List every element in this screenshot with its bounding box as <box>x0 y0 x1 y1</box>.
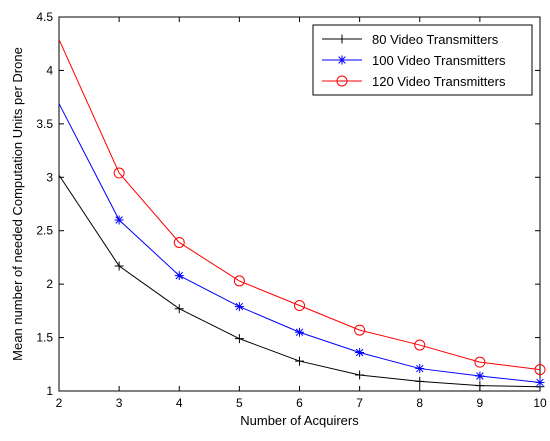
data-point <box>475 371 485 381</box>
y-tick-label: 3 <box>46 170 53 184</box>
data-point <box>355 370 365 380</box>
x-tick-label: 7 <box>356 396 363 410</box>
legend-marker <box>337 34 347 44</box>
series-line <box>58 39 541 371</box>
data-point <box>415 376 425 386</box>
x-tick-label: 6 <box>296 396 303 410</box>
y-tick-label: 4.5 <box>36 10 53 24</box>
x-axis-label: Number of Acquirers <box>240 413 359 428</box>
data-point <box>295 356 304 366</box>
x-tick-label: 3 <box>116 396 123 410</box>
x-tick-label: 2 <box>56 396 63 410</box>
series-2 <box>58 103 545 387</box>
data-point <box>174 271 184 281</box>
series-1 <box>58 174 545 392</box>
legend: 80 Video Transmitters 100 Video Transmitt… <box>312 24 533 96</box>
x-tick-label: 4 <box>176 396 183 410</box>
x-tick-label: 9 <box>477 396 484 410</box>
axis-ticks: 2 3 4 5 6 7 8 9 10 1 1.5 2 2.5 3 3.5 4 4.5 <box>36 10 547 410</box>
legend-item: 120 Video Transmitters <box>322 74 506 89</box>
series-3 <box>58 39 546 376</box>
data-point <box>113 167 125 179</box>
data-point <box>474 356 486 368</box>
legend-label: 80 Video Transmitters <box>372 32 499 47</box>
data-point <box>414 339 426 351</box>
data-point <box>475 381 485 391</box>
x-tick-label: 10 <box>533 396 547 410</box>
data-point <box>535 377 545 387</box>
y-tick-label: 1.5 <box>36 331 53 345</box>
legend-marker <box>337 55 347 65</box>
legend-item: 80 Video Transmitters <box>322 32 499 47</box>
data-point <box>534 364 546 376</box>
data-point <box>415 364 425 374</box>
y-tick-label: 3.5 <box>36 117 53 131</box>
data-point <box>355 348 365 358</box>
data-point <box>354 324 366 336</box>
data-point <box>173 236 185 248</box>
y-tick-label: 4 <box>46 63 53 77</box>
data-point <box>233 275 245 287</box>
data-point <box>114 261 124 271</box>
data-point <box>294 300 305 312</box>
x-tick-label: 5 <box>236 396 243 410</box>
series-layer <box>58 39 546 392</box>
legend-label: 100 Video Transmitters <box>372 53 506 68</box>
y-tick-label: 2.5 <box>36 224 53 238</box>
data-point <box>234 334 244 344</box>
data-point <box>234 302 244 312</box>
y-axis-label: Mean number of needed Computation Units … <box>10 47 25 361</box>
legend-item: 100 Video Transmitters <box>322 53 506 68</box>
data-point <box>174 304 184 314</box>
data-point <box>295 327 304 337</box>
y-tick-label: 1 <box>46 384 53 398</box>
legend-label: 120 Video Transmitters <box>372 74 506 89</box>
data-point <box>114 215 124 225</box>
legend-marker <box>336 75 348 87</box>
y-tick-label: 2 <box>46 277 53 291</box>
x-tick-label: 8 <box>416 396 423 410</box>
